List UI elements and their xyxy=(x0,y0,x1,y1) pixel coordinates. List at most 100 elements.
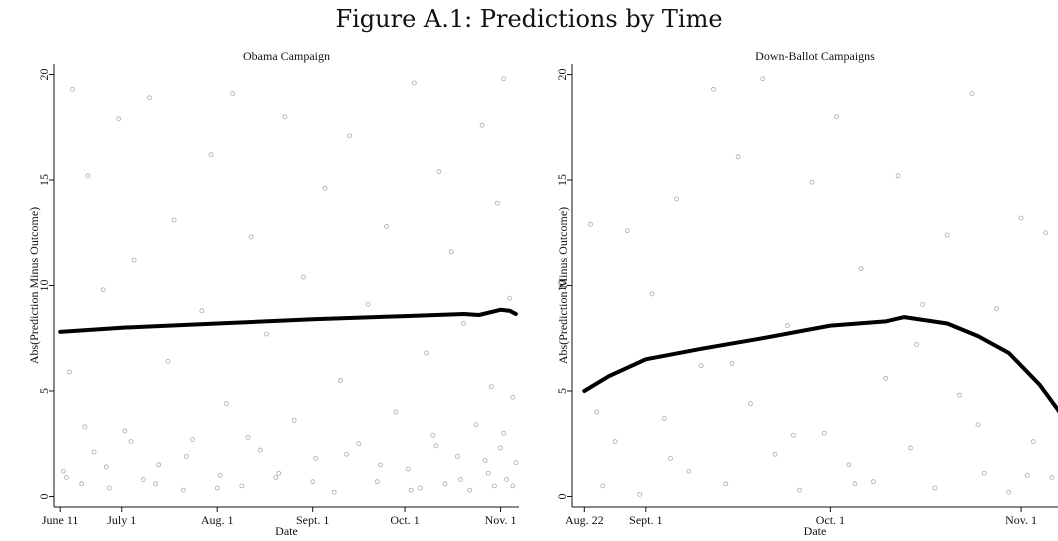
obama-data-point xyxy=(301,274,306,280)
obama-data-point xyxy=(63,475,69,480)
down-ballot-data-point xyxy=(932,485,938,491)
obama-data-point xyxy=(479,122,485,128)
obama-data-point xyxy=(322,186,328,191)
down-ballot-data-point xyxy=(981,470,987,476)
down-ballot-fit-line xyxy=(582,315,1058,414)
obama-data-point xyxy=(171,217,177,223)
obama-data-point xyxy=(103,464,109,470)
obama-data-point xyxy=(245,434,251,440)
obama-data-point xyxy=(344,451,349,457)
down-ballot-y-tick-label: 0 xyxy=(555,493,569,499)
down-ballot-data-point xyxy=(871,479,876,485)
obama-data-point xyxy=(513,460,519,466)
down-ballot-y-tick-label: 5 xyxy=(555,388,569,394)
obama-data-point xyxy=(208,152,214,158)
down-ballot-data-point xyxy=(661,415,667,421)
down-ballot-data-point xyxy=(760,76,766,82)
obama-data-point xyxy=(411,80,417,86)
down-ballot-data-point xyxy=(907,445,913,451)
obama-data-point xyxy=(128,439,134,445)
obama-data-point xyxy=(224,401,229,407)
obama-data-point xyxy=(482,458,488,463)
obama-data-point xyxy=(273,475,279,480)
obama-y-tick-label: 20 xyxy=(37,69,51,81)
down-ballot-data-point xyxy=(772,451,778,457)
obama-data-point xyxy=(230,91,236,96)
obama-data-point xyxy=(393,409,399,415)
obama-data-point xyxy=(491,483,497,489)
obama-data-point xyxy=(378,462,383,468)
obama-title: Obama Campaign xyxy=(243,49,330,63)
obama-data-point xyxy=(455,453,460,459)
obama-x-tick-label: June 11 xyxy=(42,513,79,527)
down-ballot-data-point xyxy=(975,422,981,428)
obama-data-point xyxy=(116,116,122,122)
down-ballot-data-point xyxy=(1030,439,1036,445)
down-ballot-data-point xyxy=(748,401,753,407)
obama-y-tick-label: 10 xyxy=(37,280,51,292)
obama-data-point xyxy=(165,359,171,364)
obama-data-point xyxy=(498,445,503,451)
obama-data-point xyxy=(60,468,66,474)
obama-data-point xyxy=(473,422,479,428)
obama-data-point xyxy=(504,477,510,482)
obama-data-point xyxy=(180,487,186,493)
down-ballot-data-point xyxy=(698,363,704,369)
down-ballot-data-point xyxy=(674,196,679,202)
obama-data-point xyxy=(337,378,343,383)
down-ballot-data-point xyxy=(895,173,901,179)
obama-x-tick-label: Nov. 1 xyxy=(485,513,517,527)
down-ballot-data-point xyxy=(791,432,796,438)
obama-data-point xyxy=(239,483,245,489)
down-ballot-data-point xyxy=(858,266,864,272)
obama-data-point xyxy=(91,449,97,455)
obama-data-point xyxy=(199,308,205,314)
obama-x-tick-label: Aug. 1 xyxy=(201,513,234,527)
obama-data-point xyxy=(313,456,319,461)
obama-data-point xyxy=(140,477,146,482)
down-ballot-x-tick-label: Sept. 1 xyxy=(629,513,662,527)
obama-y-axis-label: Abs(Prediction Minus Outcome) xyxy=(27,207,41,364)
obama-data-point xyxy=(276,470,282,476)
obama-data-point xyxy=(510,483,516,489)
obama-y-tick-label: 15 xyxy=(37,174,51,186)
obama-x-tick-label: July 1 xyxy=(107,513,136,527)
obama-data-point xyxy=(467,487,473,493)
down-ballot-data-point xyxy=(624,228,630,234)
down-ballot-data-point xyxy=(957,392,962,398)
figure-title: Figure A.1: Predictions by Time xyxy=(335,5,723,33)
obama-data-point xyxy=(356,441,362,447)
obama-data-point xyxy=(248,234,254,240)
obama-data-point xyxy=(458,477,463,482)
obama-data-point xyxy=(310,479,316,485)
down-ballot-data-point xyxy=(834,114,839,120)
down-ballot-data-point xyxy=(1024,472,1030,478)
obama-data-point xyxy=(66,369,72,375)
down-ballot-data-point xyxy=(668,456,673,461)
down-ballot-data-point xyxy=(723,481,729,487)
obama-data-point xyxy=(501,430,507,436)
obama-y-tick-label: 5 xyxy=(37,388,51,394)
down-ballot-data-point xyxy=(914,342,919,347)
down-ballot-x-axis-label: Date xyxy=(804,524,827,538)
down-ballot-data-point xyxy=(735,154,741,160)
down-ballot-data-point xyxy=(994,306,999,312)
down-ballot-y-tick-label: 10 xyxy=(555,280,569,292)
obama-data-point xyxy=(122,428,128,434)
down-ballot-x-tick-label: Aug. 22 xyxy=(565,513,604,527)
obama-x-tick-label: Sept. 1 xyxy=(296,513,329,527)
obama-data-point xyxy=(82,424,88,430)
obama-data-point xyxy=(365,302,371,307)
down-ballot-data-point xyxy=(600,483,606,489)
obama-data-point xyxy=(461,321,466,326)
obama-fit-line xyxy=(58,307,518,334)
obama-data-point xyxy=(291,418,297,423)
down-ballot-data-point xyxy=(649,291,655,297)
obama-data-point xyxy=(433,443,439,449)
obama-data-point xyxy=(488,384,494,390)
obama-data-point xyxy=(217,472,223,478)
down-ballot-data-point xyxy=(969,91,975,96)
obama-x-axis-label: Date xyxy=(275,524,298,538)
down-ballot-data-point xyxy=(588,221,593,227)
obama-data-point xyxy=(107,485,112,491)
